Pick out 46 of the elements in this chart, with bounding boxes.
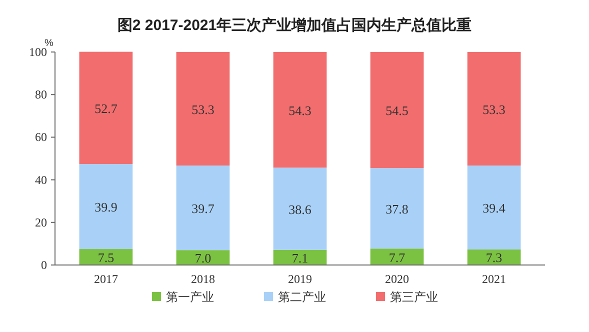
bar bbox=[273, 250, 327, 265]
x-tick-label: 2021 bbox=[482, 272, 506, 286]
data-label: 38.6 bbox=[288, 202, 312, 217]
bar bbox=[370, 52, 424, 168]
bar bbox=[79, 52, 133, 164]
data-label: 39.9 bbox=[94, 200, 118, 215]
y-tick-label: 0 bbox=[41, 258, 47, 272]
data-label: 39.4 bbox=[482, 200, 506, 216]
data-label: 7.3 bbox=[486, 250, 502, 266]
bar bbox=[176, 52, 230, 166]
legend-label: 第一产业 bbox=[166, 290, 214, 304]
y-tick-label: 20 bbox=[35, 215, 47, 230]
bar bbox=[273, 52, 327, 168]
data-label: 7.0 bbox=[194, 250, 212, 266]
legend-label: 第三产业 bbox=[390, 290, 438, 304]
x-tick-label: 2017 bbox=[94, 272, 118, 286]
x-tick-label: 2019 bbox=[288, 272, 312, 286]
bar bbox=[370, 168, 424, 249]
y-tick-label: 40 bbox=[35, 172, 47, 187]
bar bbox=[79, 164, 133, 250]
y-axis-title: % bbox=[44, 38, 54, 49]
bar bbox=[467, 249, 521, 265]
bar bbox=[273, 168, 327, 250]
data-label: 37.8 bbox=[386, 201, 408, 216]
data-label: 54.5 bbox=[386, 103, 408, 118]
chart-title: 图2 2017-2021年三次产业增加值占国内生产总值比重 bbox=[117, 17, 472, 34]
data-label: 53.3 bbox=[192, 102, 214, 117]
y-tick-label: 80 bbox=[35, 88, 47, 102]
data-label: 7.5 bbox=[98, 250, 114, 266]
bar bbox=[467, 166, 521, 250]
data-label: 54.3 bbox=[288, 102, 312, 118]
bar bbox=[79, 249, 133, 265]
bar bbox=[176, 250, 230, 265]
x-tick-label: 2020 bbox=[385, 272, 410, 286]
bar bbox=[370, 248, 424, 265]
x-tick-label: 2018 bbox=[190, 272, 215, 286]
legend-label: 第二产业 bbox=[278, 290, 326, 304]
bar bbox=[467, 52, 521, 166]
data-label: 53.3 bbox=[482, 102, 506, 117]
y-tick-label: 100 bbox=[29, 45, 47, 59]
bar bbox=[176, 166, 230, 250]
data-label: 52.7 bbox=[94, 100, 118, 116]
y-tick-label: 60 bbox=[35, 130, 47, 144]
data-label: 7.1 bbox=[292, 250, 308, 266]
data-label: 39.7 bbox=[192, 200, 215, 216]
data-label: 7.7 bbox=[388, 250, 406, 265]
